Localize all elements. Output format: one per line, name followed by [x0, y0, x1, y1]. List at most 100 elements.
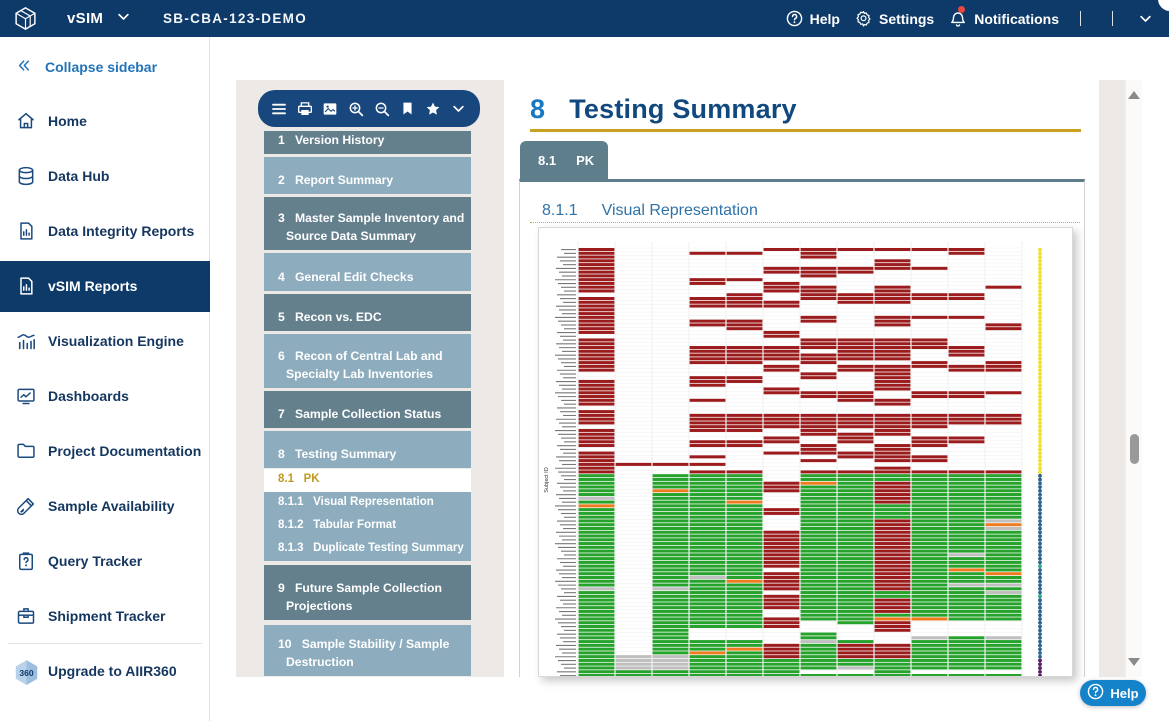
toc-item-8-1[interactable]: 8.1 PK	[264, 469, 471, 492]
toc-item-3[interactable]: 3 Master Sample Inventory and Source Dat…	[264, 197, 471, 250]
collapse-sidebar-button[interactable]: Collapse sidebar	[16, 58, 157, 76]
toc-item-text: 8.1.1 Visual Representation	[278, 493, 434, 511]
sidebar-item-visualization-engine[interactable]: Visualization Engine	[0, 326, 210, 356]
folder-icon	[16, 441, 36, 461]
tab-number: 8.1	[538, 152, 557, 168]
chevron-down-icon	[116, 9, 131, 28]
chart-trend-icon	[16, 331, 36, 351]
toc-item-1[interactable]: 1 Version History	[264, 131, 471, 154]
gear-icon	[855, 10, 872, 27]
navbar-separator	[1080, 11, 1081, 26]
sidebar-item-label: Query Tracker	[48, 553, 143, 569]
tab-8-1-pk[interactable]: 8.1 PK	[520, 141, 608, 179]
toc-item-6[interactable]: 6 Recon of Central Lab and Specialty Lab…	[264, 334, 471, 388]
subsection-heading-rule	[530, 222, 1080, 223]
toc-item-10[interactable]: 10 Sample Stability / Sample Destruction	[264, 625, 471, 676]
vsim-logo-icon[interactable]	[13, 6, 38, 31]
toc-item-text: 6 Recon of Central Lab and Specialty Lab…	[278, 347, 468, 383]
toc-item-number: 4	[278, 270, 285, 284]
toc-item-text: 4 General Edit Checks	[278, 268, 414, 286]
navbar-action-notifications[interactable]: Notifications	[949, 5, 1059, 28]
menu-icon[interactable]	[271, 101, 287, 117]
dashboard-icon	[16, 386, 36, 406]
zoom-out-icon[interactable]	[374, 101, 390, 117]
toc-item-label: Duplicate Testing Summary	[313, 542, 464, 554]
toc-item-text: 8 Testing Summary	[278, 445, 397, 463]
sidebar-item-dashboards[interactable]: Dashboards	[0, 381, 210, 411]
sidebar-item-shipment-tracker[interactable]: Shipment Tracker	[0, 601, 210, 631]
toc-item-text: 5 Recon vs. EDC	[278, 308, 382, 326]
toc-item-8[interactable]: 8 Testing Summary	[264, 431, 471, 468]
sidebar-item-label: Project Documentation	[48, 443, 202, 459]
sidebar-item-project-documentation[interactable]: Project Documentation	[0, 436, 210, 466]
scroll-down-arrow-icon[interactable]	[1128, 658, 1140, 666]
sidebar-item-label: Dashboards	[48, 388, 129, 404]
clipboard-question-icon	[16, 551, 36, 571]
toc-item-8-1-1[interactable]: 8.1.1 Visual Representation	[264, 492, 471, 515]
sidebar-item-label: vSIM Reports	[48, 278, 138, 294]
chevron-down-icon[interactable]	[451, 101, 467, 117]
sidebar-item-home[interactable]: Home	[0, 106, 210, 136]
sidebar-item-vsim-reports[interactable]: vSIM Reports	[0, 260, 210, 312]
navbar-actions: Help Settings Notifications	[786, 0, 1167, 37]
toc-item-8-1-3[interactable]: 8.1.3 Duplicate Testing Summary	[264, 538, 471, 561]
toc-item-2[interactable]: 2 Report Summary	[264, 157, 471, 194]
image-icon[interactable]	[322, 101, 338, 117]
sidebar: Collapse sidebar Home Data Hub Data Integr…	[0, 37, 210, 721]
scrollbar-thumb[interactable]	[1129, 434, 1139, 464]
section-title: Testing Summary	[569, 94, 797, 124]
toc-item-4[interactable]: 4 General Edit Checks	[264, 253, 471, 291]
toc-item-label: Recon of Central Lab and Specialty Lab I…	[286, 349, 443, 381]
navbar-action-settings[interactable]: Settings	[855, 10, 934, 27]
subsection-number: 8.1.1	[542, 202, 578, 219]
navbar-action-help[interactable]: Help	[786, 10, 840, 27]
sidebar-item-query-tracker[interactable]: Query Tracker	[0, 546, 210, 576]
product-switcher[interactable]: vSIM	[67, 0, 131, 37]
help-floating-button[interactable]: Help	[1080, 680, 1146, 706]
sidebar-item-label: Visualization Engine	[48, 333, 184, 349]
help-circle-icon	[1087, 683, 1104, 703]
sidebar-item-data-hub[interactable]: Data Hub	[0, 161, 210, 191]
toc-item-number: 8.1.2	[278, 519, 304, 531]
zoom-in-icon[interactable]	[348, 101, 364, 117]
toc-item-text: 8.1.2 Tabular Format	[278, 516, 397, 534]
sidebar-item-data-integrity-reports[interactable]: Data Integrity Reports	[0, 216, 210, 246]
toc-item-number: 10	[278, 637, 292, 651]
vertical-scrollbar[interactable]	[1125, 80, 1142, 677]
toc-item-label: Visual Representation	[313, 496, 434, 508]
toc-item-label: Tabular Format	[313, 519, 397, 531]
scroll-up-arrow-icon[interactable]	[1128, 91, 1140, 99]
navbar-action-label: Settings	[878, 10, 935, 27]
toc-item-number: 1	[278, 133, 285, 147]
collapse-sidebar-label: Collapse sidebar	[45, 59, 158, 75]
toc-list: 1 Version History 2 Report Summary 3 Maste…	[264, 131, 471, 679]
toc-item-5[interactable]: 5 Recon vs. EDC	[264, 294, 471, 331]
help-pill-label: Help	[1110, 685, 1139, 701]
star-icon[interactable]	[425, 101, 441, 117]
sidebar-divider	[8, 643, 202, 644]
toc-item-label: General Edit Checks	[294, 270, 414, 284]
toc-toolbar	[258, 90, 480, 127]
bookmark-icon[interactable]	[400, 101, 416, 117]
chevron-down-icon[interactable]	[1138, 11, 1153, 26]
toc-item-label: PK	[303, 473, 320, 485]
toc-item-label: Master Sample Inventory and Source Data …	[286, 211, 465, 243]
toc-item-number: 9	[278, 581, 285, 595]
toc-item-text: 10 Sample Stability / Sample Destruction	[278, 635, 468, 671]
toc-item-label: Testing Summary	[294, 447, 397, 461]
sidebar-item-label: Sample Availability	[48, 498, 175, 514]
sidebar-item-upgrade-aiir360[interactable]: 360 Upgrade to AIIR360	[0, 657, 210, 687]
sidebar-item-sample-availability[interactable]: Sample Availability	[0, 491, 210, 521]
section-heading: 8 Testing Summary	[530, 94, 797, 125]
toc-item-label: Report Summary	[294, 173, 394, 187]
toc-item-8-1-2[interactable]: 8.1.2 Tabular Format	[264, 515, 471, 538]
toc-item-number: 8	[278, 447, 285, 461]
toc-item-text: 9 Future Sample Collection Projections	[278, 579, 468, 615]
toc-item-7[interactable]: 7 Sample Collection Status	[264, 391, 471, 428]
toc-item-number: 8.1.3	[278, 542, 304, 554]
printer-icon[interactable]	[297, 101, 313, 117]
chart-y-axis-title: Subject ID	[544, 467, 550, 492]
toc-item-label: Version History	[294, 133, 385, 147]
hexagon-360-icon: 360	[13, 658, 40, 686]
toc-item-9[interactable]: 9 Future Sample Collection Projections	[264, 565, 471, 620]
